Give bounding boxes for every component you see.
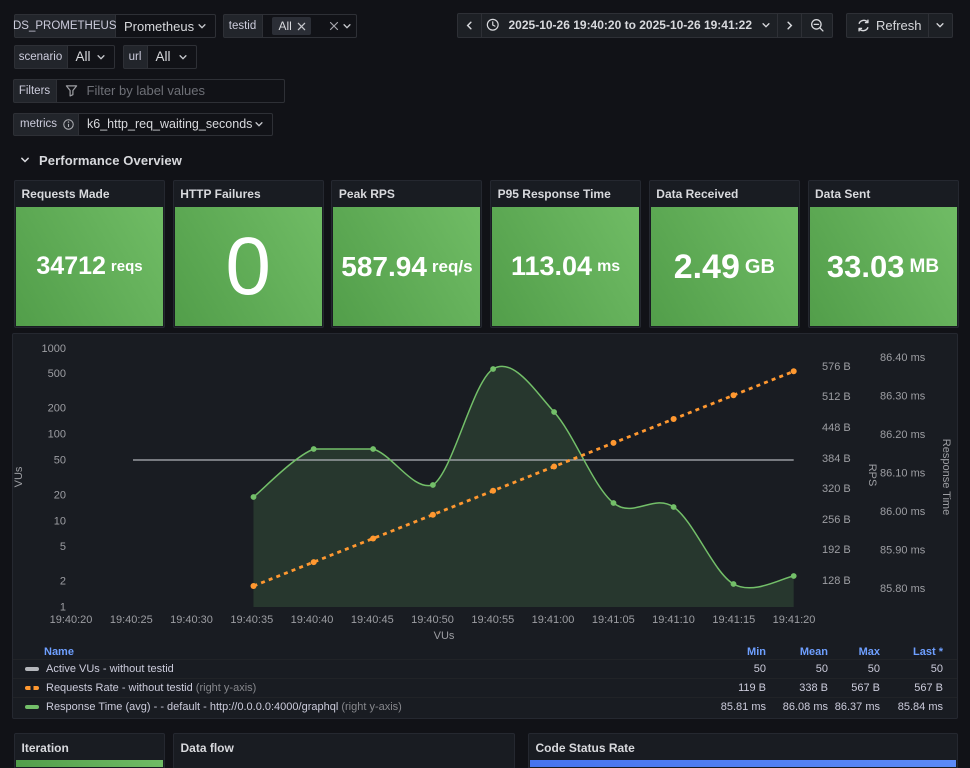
svg-text:19:41:15: 19:41:15 (712, 614, 755, 626)
svg-text:RPS: RPS (866, 464, 878, 487)
svg-text:19:40:55: 19:40:55 (471, 614, 514, 626)
svg-text:20: 20 (54, 490, 66, 502)
svg-text:VUs: VUs (13, 466, 25, 487)
svg-text:500: 500 (48, 368, 66, 380)
svg-text:Response Time: Response Time (940, 439, 952, 515)
svg-text:1000: 1000 (42, 343, 66, 355)
svg-text:19:40:45: 19:40:45 (351, 614, 394, 626)
svg-text:1: 1 (60, 602, 66, 614)
svg-text:50: 50 (54, 455, 66, 467)
svg-text:100: 100 (48, 429, 66, 441)
svg-text:2: 2 (60, 576, 66, 588)
svg-text:128 B: 128 B (822, 575, 851, 587)
svg-text:320 B: 320 B (822, 483, 851, 495)
svg-text:19:41:05: 19:41:05 (592, 614, 635, 626)
svg-text:85.80 ms: 85.80 ms (880, 583, 926, 595)
svg-text:10: 10 (54, 516, 66, 528)
svg-text:86.00 ms: 86.00 ms (880, 506, 926, 518)
svg-text:19:41:20: 19:41:20 (773, 614, 816, 626)
svg-text:19:40:25: 19:40:25 (110, 614, 153, 626)
svg-text:VUs: VUs (434, 630, 455, 642)
svg-text:192 B: 192 B (822, 544, 851, 556)
svg-text:85.90 ms: 85.90 ms (880, 545, 926, 557)
svg-text:19:40:35: 19:40:35 (230, 614, 273, 626)
svg-text:512 B: 512 B (822, 391, 851, 403)
svg-text:19:41:00: 19:41:00 (532, 614, 575, 626)
svg-text:86.40 ms: 86.40 ms (880, 352, 926, 364)
svg-text:384 B: 384 B (822, 453, 851, 465)
svg-text:86.10 ms: 86.10 ms (880, 468, 926, 480)
svg-text:19:40:20: 19:40:20 (50, 614, 93, 626)
svg-text:19:41:10: 19:41:10 (652, 614, 695, 626)
svg-text:5: 5 (60, 541, 66, 553)
svg-text:19:40:30: 19:40:30 (170, 614, 213, 626)
svg-text:19:40:50: 19:40:50 (411, 614, 454, 626)
svg-text:19:40:40: 19:40:40 (291, 614, 334, 626)
svg-text:200: 200 (48, 403, 66, 415)
svg-text:448 B: 448 B (822, 422, 851, 434)
svg-text:86.20 ms: 86.20 ms (880, 429, 926, 441)
svg-text:256 B: 256 B (822, 514, 851, 526)
svg-text:576 B: 576 B (822, 361, 851, 373)
svg-text:86.30 ms: 86.30 ms (880, 391, 926, 403)
